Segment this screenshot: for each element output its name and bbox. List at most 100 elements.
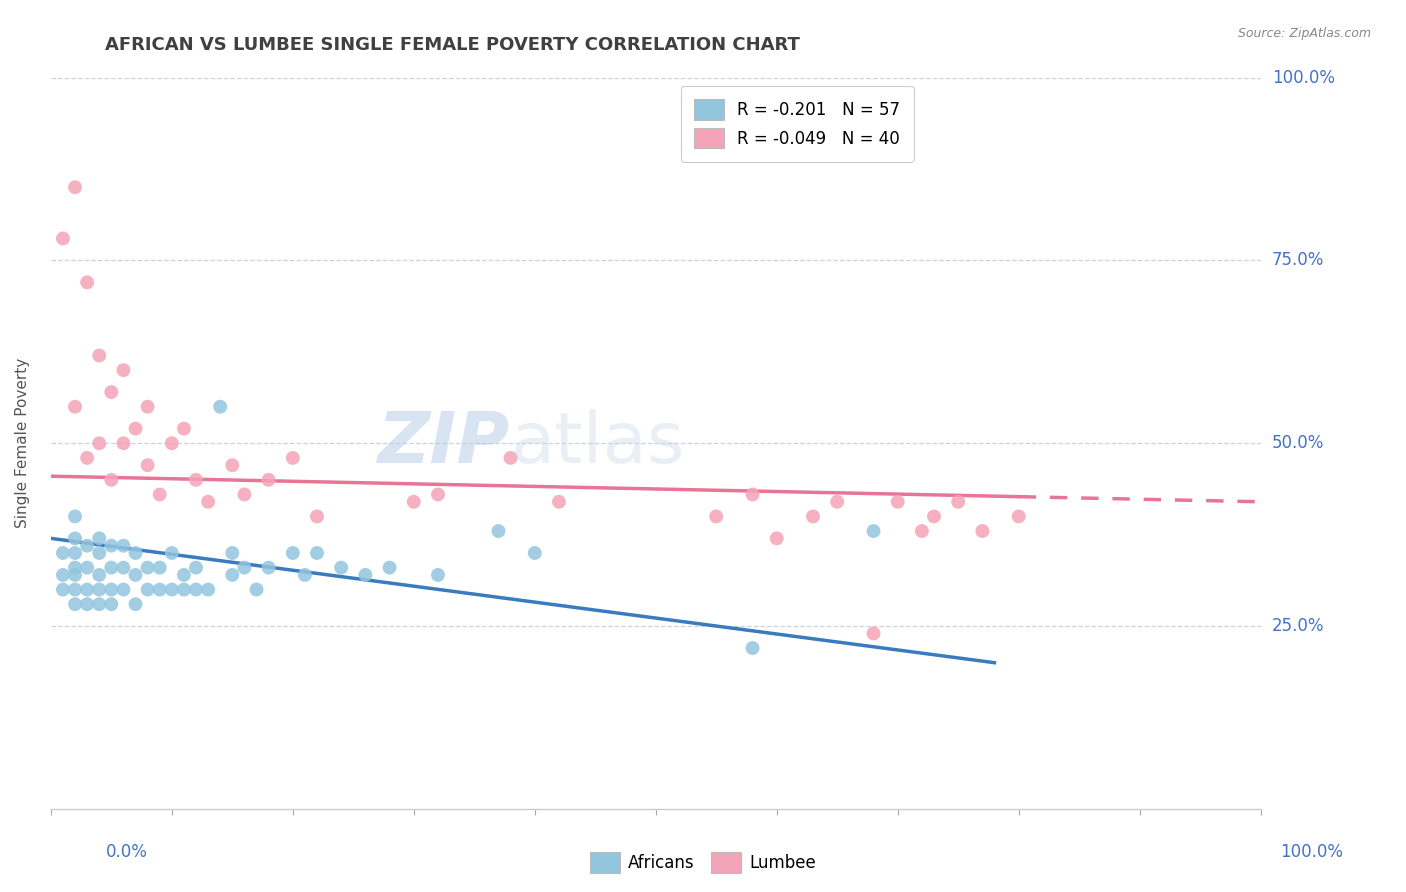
- Point: [100, 597, 122, 611]
- Point: [825, 495, 848, 509]
- Point: [63, 509, 86, 524]
- Point: [765, 532, 787, 546]
- Point: [704, 509, 727, 524]
- Point: [112, 539, 135, 553]
- Point: [911, 524, 934, 538]
- Text: 0.0%: 0.0%: [105, 843, 148, 861]
- Point: [281, 450, 304, 465]
- Point: [197, 582, 219, 597]
- Point: [63, 532, 86, 546]
- Point: [52, 231, 75, 245]
- Point: [149, 560, 172, 574]
- Point: [112, 436, 135, 450]
- Point: [76, 276, 98, 290]
- Point: [136, 582, 159, 597]
- Point: [89, 349, 111, 363]
- Point: [221, 568, 243, 582]
- Point: [76, 582, 98, 597]
- Legend: R = -0.201   N = 57, R = -0.049   N = 40: R = -0.201 N = 57, R = -0.049 N = 40: [681, 86, 914, 161]
- Point: [378, 560, 401, 574]
- Point: [63, 400, 86, 414]
- Point: [52, 568, 75, 582]
- Point: [184, 560, 207, 574]
- Point: [63, 582, 86, 597]
- Point: [548, 495, 571, 509]
- Point: [197, 495, 219, 509]
- Point: [63, 568, 86, 582]
- Point: [741, 487, 763, 501]
- Point: [124, 568, 146, 582]
- Point: [499, 450, 522, 465]
- Point: [862, 626, 884, 640]
- Point: [305, 546, 328, 560]
- Point: [136, 560, 159, 574]
- Point: [76, 560, 98, 574]
- Point: [233, 487, 256, 501]
- Point: [89, 546, 111, 560]
- Point: [89, 597, 111, 611]
- Point: [305, 509, 328, 524]
- Point: [160, 582, 183, 597]
- Point: [100, 582, 122, 597]
- Point: [100, 385, 122, 400]
- Point: [76, 450, 98, 465]
- Point: [89, 582, 111, 597]
- Point: [124, 422, 146, 436]
- Point: [233, 560, 256, 574]
- Text: Source: ZipAtlas.com: Source: ZipAtlas.com: [1237, 27, 1371, 40]
- Point: [112, 582, 135, 597]
- Point: [801, 509, 824, 524]
- Point: [149, 487, 172, 501]
- Point: [1008, 509, 1031, 524]
- Y-axis label: Single Female Poverty: Single Female Poverty: [15, 358, 30, 528]
- Point: [886, 495, 908, 509]
- Point: [173, 568, 195, 582]
- Point: [63, 560, 86, 574]
- Point: [89, 568, 111, 582]
- Text: 100.0%: 100.0%: [1272, 69, 1334, 87]
- Point: [221, 546, 243, 560]
- Point: [100, 539, 122, 553]
- Point: [488, 524, 510, 538]
- Point: [972, 524, 994, 538]
- Point: [294, 568, 316, 582]
- Text: 75.0%: 75.0%: [1272, 252, 1324, 269]
- Legend: Africans, Lumbee: Africans, Lumbee: [583, 846, 823, 880]
- Point: [136, 458, 159, 473]
- Point: [257, 560, 280, 574]
- Text: ZIP: ZIP: [378, 409, 510, 478]
- Point: [136, 400, 159, 414]
- Point: [112, 560, 135, 574]
- Text: 100.0%: 100.0%: [1279, 843, 1343, 861]
- Point: [523, 546, 546, 560]
- Point: [63, 597, 86, 611]
- Point: [922, 509, 945, 524]
- Point: [52, 546, 75, 560]
- Point: [221, 458, 243, 473]
- Point: [76, 539, 98, 553]
- Point: [52, 582, 75, 597]
- Point: [100, 473, 122, 487]
- Point: [76, 597, 98, 611]
- Point: [402, 495, 425, 509]
- Point: [112, 363, 135, 377]
- Point: [741, 641, 763, 656]
- Point: [160, 546, 183, 560]
- Text: 25.0%: 25.0%: [1272, 617, 1324, 635]
- Point: [948, 495, 970, 509]
- Point: [427, 487, 450, 501]
- Point: [124, 597, 146, 611]
- Point: [124, 546, 146, 560]
- Text: atlas: atlas: [510, 409, 685, 478]
- Point: [89, 532, 111, 546]
- Point: [173, 582, 195, 597]
- Point: [149, 582, 172, 597]
- Point: [427, 568, 450, 582]
- Point: [330, 560, 353, 574]
- Point: [100, 560, 122, 574]
- Point: [184, 473, 207, 487]
- Point: [209, 400, 232, 414]
- Point: [354, 568, 377, 582]
- Point: [184, 582, 207, 597]
- Text: AFRICAN VS LUMBEE SINGLE FEMALE POVERTY CORRELATION CHART: AFRICAN VS LUMBEE SINGLE FEMALE POVERTY …: [105, 36, 800, 54]
